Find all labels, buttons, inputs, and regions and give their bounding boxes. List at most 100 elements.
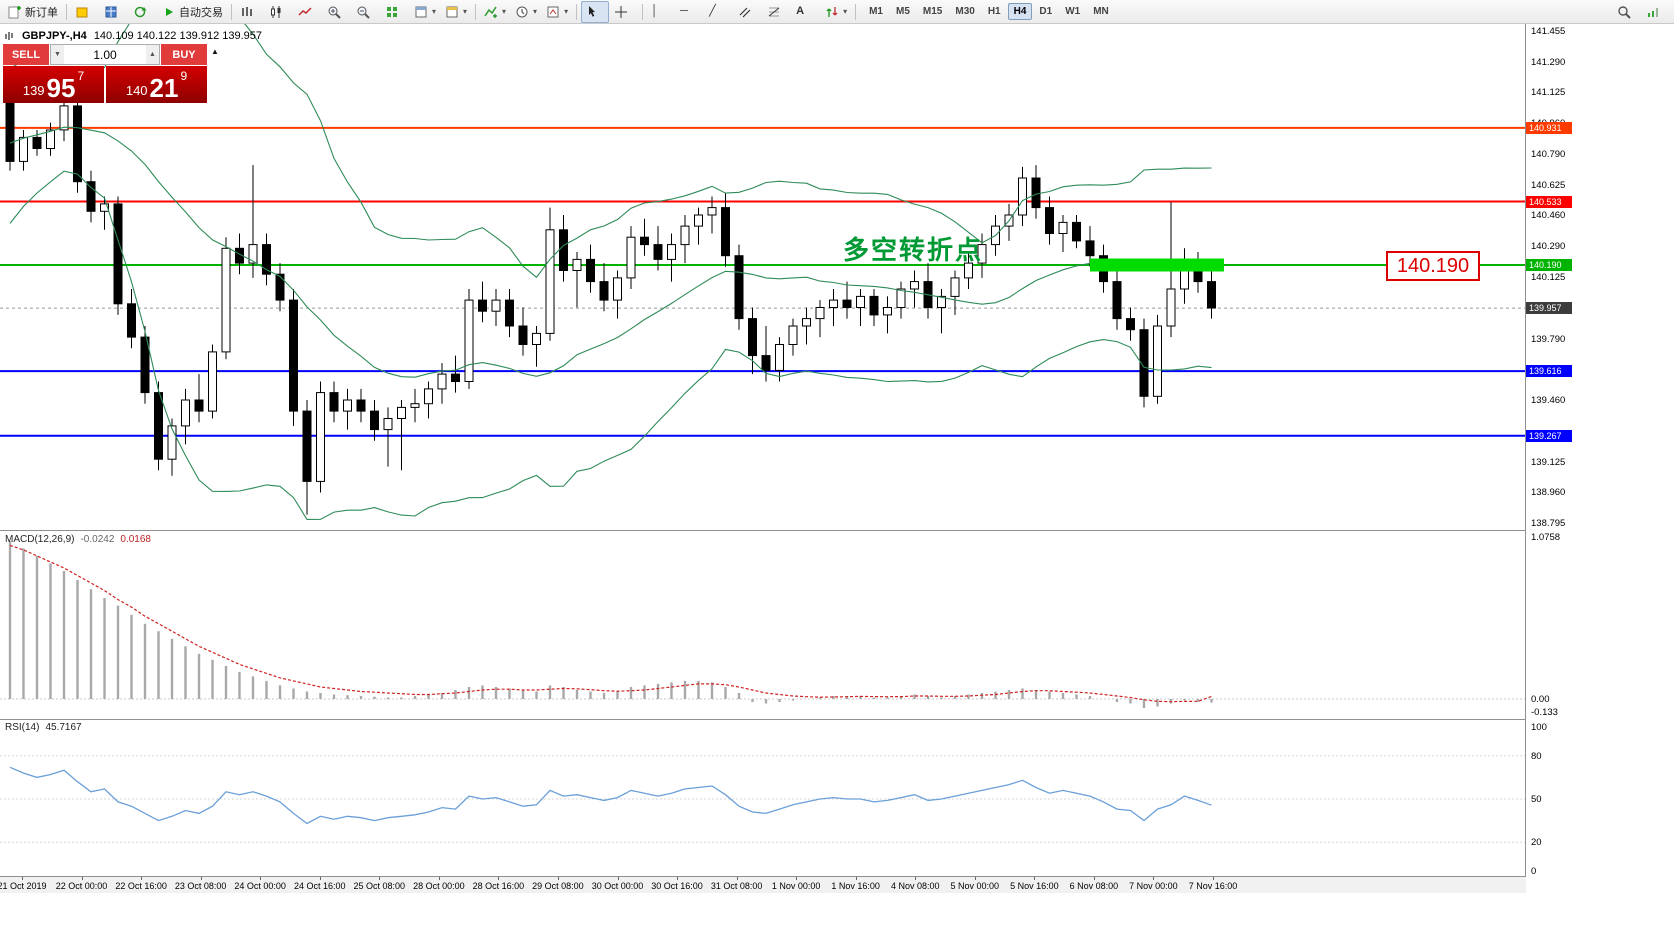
- sell-button[interactable]: SELL: [3, 44, 49, 65]
- volume-increase-button[interactable]: ▲: [146, 45, 159, 64]
- new-order-label: 新订单: [25, 6, 58, 19]
- timeframe-button-h4[interactable]: H4: [1007, 3, 1033, 20]
- price-axis-badge: 139.267: [1526, 429, 1572, 442]
- timeframe-button-mn[interactable]: MN: [1093, 6, 1109, 17]
- timeframe-button-d1[interactable]: D1: [1039, 6, 1053, 17]
- price-tick-label: 139.790: [1531, 333, 1566, 345]
- arrow-tools-button[interactable]: ▾: [821, 1, 851, 23]
- price-axis[interactable]: 141.455141.290141.125140.960140.790140.6…: [1526, 24, 1674, 893]
- time-axis-label: 28 Oct 00:00: [413, 881, 465, 891]
- timeframe-button-w1[interactable]: W1: [1065, 6, 1081, 17]
- line-chart-button[interactable]: [294, 1, 322, 23]
- cursor-button[interactable]: [581, 0, 610, 23]
- time-axis-label: 30 Oct 16:00: [651, 881, 703, 891]
- new-order-button[interactable]: 新订单: [4, 1, 62, 23]
- timeframe-button-m30[interactable]: M30: [955, 6, 975, 17]
- market-watch-button[interactable]: [100, 1, 128, 23]
- macd-signal-line: [9, 544, 1212, 703]
- tile-windows-button[interactable]: [381, 1, 409, 23]
- candlestick-chart-button[interactable]: [265, 1, 293, 23]
- time-axis-label: 28 Oct 16:00: [472, 881, 525, 891]
- horizontal-line-button[interactable]: ─: [676, 1, 704, 23]
- price-tick-label: 138.960: [1531, 487, 1566, 499]
- buy-price-prefix: 140: [125, 83, 148, 98]
- buy-button[interactable]: BUY: [161, 44, 207, 65]
- rsi-pane-canvas[interactable]: [0, 720, 1525, 876]
- metaeditor-icon: [76, 7, 88, 17]
- periods-button[interactable]: ▾: [511, 1, 541, 23]
- indicators-button[interactable]: ▾: [480, 1, 510, 23]
- time-axis-tick: [438, 877, 440, 880]
- price-tick-label: 139.460: [1531, 394, 1566, 406]
- macd-pane-canvas[interactable]: [0, 531, 1525, 719]
- text-tool-icon: A: [796, 5, 805, 17]
- time-axis-tick: [498, 877, 500, 880]
- panel-collapse-arrow[interactable]: ▲: [211, 47, 219, 56]
- chart-annotation-text[interactable]: 多空转折点: [843, 236, 984, 266]
- pane-divider[interactable]: [0, 719, 1674, 720]
- vertical-line-icon: │: [651, 5, 658, 17]
- vertical-line-button[interactable]: │: [647, 1, 675, 23]
- time-axis-label: 24 Oct 00:00: [234, 881, 286, 891]
- crosshair-icon: [615, 5, 628, 18]
- fibonacci-icon: [768, 7, 780, 16]
- time-axis-label: 23 Oct 08:00: [174, 881, 227, 891]
- zoom-in-button[interactable]: [323, 1, 351, 23]
- rsi-line: [9, 766, 1212, 825]
- timeframe-button-m15[interactable]: M15: [922, 6, 943, 17]
- trendline-button[interactable]: ╱: [705, 1, 733, 23]
- time-axis-label: 5 Nov 00:00: [950, 881, 1000, 891]
- macd-main-value: -0.0242: [80, 534, 115, 545]
- new-order-icon: [8, 5, 21, 18]
- zoom-out-button[interactable]: [352, 1, 380, 23]
- time-axis-tick: [796, 877, 798, 880]
- time-axis-tick: [1213, 877, 1214, 880]
- price-level-flag[interactable]: 140.190: [1386, 251, 1480, 281]
- time-axis-label: 25 Oct 08:00: [353, 881, 406, 891]
- timeframe-button-h1[interactable]: H1: [987, 6, 1001, 17]
- dropdown-arrow-icon: ▾: [432, 7, 437, 16]
- new-chart-button[interactable]: ▾: [410, 1, 440, 23]
- navigator-button[interactable]: [129, 1, 157, 23]
- macd-legend: MACD(12,26,9) -0.0242 0.0168: [5, 534, 151, 545]
- time-axis-tick: [81, 877, 83, 880]
- crosshair-button[interactable]: [610, 1, 638, 23]
- buy-price-button[interactable]: 140 21 9: [106, 66, 207, 103]
- volume-input[interactable]: 1.00: [93, 47, 117, 62]
- fibonacci-button[interactable]: [763, 1, 791, 23]
- bollinger-band-line: [9, 126, 1212, 378]
- level-lines[interactable]: [0, 126, 1525, 437]
- highlight-zone[interactable]: [1090, 258, 1224, 272]
- price-tick-label: 140.125: [1531, 271, 1566, 283]
- search-button[interactable]: [1613, 1, 1641, 23]
- metaeditor-button[interactable]: [71, 1, 99, 23]
- sell-price-button[interactable]: 139 95 7: [3, 66, 104, 103]
- price-tick-label: 141.290: [1531, 56, 1566, 68]
- sell-price-big: 95: [46, 72, 76, 103]
- price-tick-label: 138.795: [1531, 517, 1566, 529]
- time-axis-label: 29 Oct 08:00: [532, 881, 584, 891]
- rsi-legend: RSI(14) 45.7167: [5, 722, 82, 733]
- timeframe-button-m1[interactable]: M1: [869, 6, 883, 17]
- price-axis-badge: 140.190: [1526, 258, 1572, 271]
- toolbar-separator: [475, 3, 477, 20]
- templates-button[interactable]: ▾: [542, 1, 572, 23]
- pane-divider[interactable]: [0, 530, 1674, 531]
- text-tool-button[interactable]: A: [792, 1, 820, 23]
- autotrading-button[interactable]: 自动交易: [158, 1, 227, 23]
- time-axis[interactable]: 21 Oct 2019 22 Oct 00:00 22 Oct 16:00 23 Oc…: [0, 876, 1526, 893]
- volume-decrease-button[interactable]: ▼: [51, 45, 64, 64]
- main-chart-canvas[interactable]: [0, 24, 1525, 530]
- timeframe-button-m5[interactable]: M5: [896, 6, 910, 17]
- arrow-tools-icon: [826, 6, 838, 17]
- channel-button[interactable]: [734, 1, 762, 23]
- macd-histogram: [8, 540, 1213, 708]
- connection-status-button[interactable]: [1642, 1, 1670, 23]
- profiles-button[interactable]: ▾: [441, 1, 471, 23]
- price-axis-badge: 139.957: [1526, 302, 1572, 315]
- bollinger-band-line: [9, 170, 1212, 520]
- bar-chart-button[interactable]: [236, 1, 264, 23]
- ohlc-values: 140.109 140.122 139.912 139.957: [93, 30, 263, 42]
- time-axis-tick: [1034, 877, 1036, 880]
